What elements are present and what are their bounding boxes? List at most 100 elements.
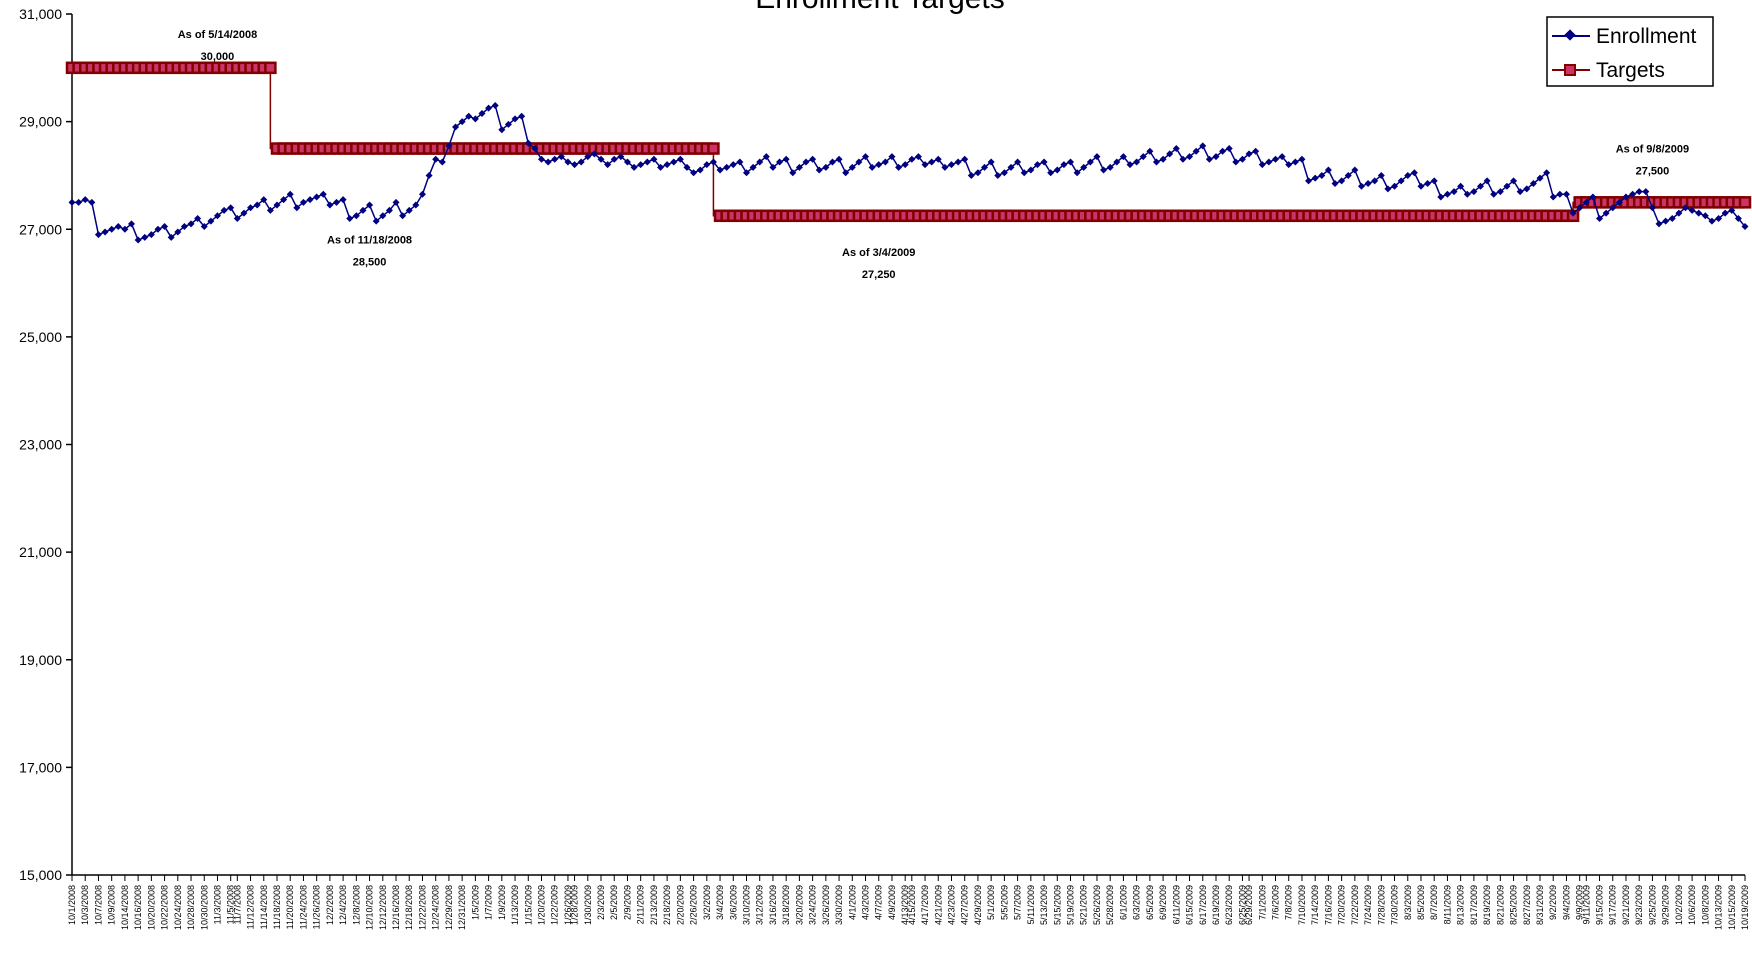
x-tick-label: 9/21/2009 (1621, 885, 1631, 925)
enrollment-point (577, 158, 585, 166)
enrollment-point (1543, 169, 1551, 177)
x-tick-label: 6/25/2009 (1237, 885, 1247, 925)
x-tick-label: 12/18/2008 (404, 885, 414, 930)
enrollment-point (967, 171, 975, 179)
x-tick-label: 7/1/2009 (1257, 885, 1267, 920)
legend-enrollment-marker (1564, 29, 1576, 41)
x-tick-label: 7/28/2009 (1376, 885, 1386, 925)
enrollment-point (1351, 166, 1359, 174)
x-tick-label: 12/4/2008 (338, 885, 348, 925)
x-tick-label: 10/7/2008 (93, 885, 103, 925)
enrollment-point (352, 212, 360, 220)
enrollment-point (947, 161, 955, 169)
enrollment-point (1602, 209, 1610, 217)
enrollment-point (1404, 171, 1412, 179)
x-tick-label: 5/5/2009 (999, 885, 1009, 920)
enrollment-point (504, 120, 512, 128)
x-tick-label: 12/8/2008 (351, 885, 361, 925)
enrollment-point (1688, 206, 1696, 214)
enrollment-point (769, 163, 777, 171)
enrollment-point (306, 196, 314, 204)
x-tick-label: 11/24/2008 (298, 885, 308, 929)
enrollment-point (749, 163, 757, 171)
enrollment-point (537, 155, 545, 163)
enrollment-point (604, 161, 612, 169)
enrollment-point (670, 158, 678, 166)
x-tick-label: 1/30/2009 (583, 885, 593, 925)
enrollment-point (716, 166, 724, 174)
enrollment-point (1305, 177, 1313, 185)
targets-series (65, 61, 1752, 223)
enrollment-point (1192, 147, 1200, 155)
enrollment-point (1377, 171, 1385, 179)
enrollment-point (1470, 188, 1478, 196)
x-tick-label: 5/19/2009 (1066, 885, 1076, 925)
enrollment-point (319, 190, 327, 198)
enrollment-point (366, 201, 374, 209)
enrollment-point (1020, 169, 1028, 177)
enrollment-point (630, 163, 638, 171)
enrollment-point (683, 163, 691, 171)
x-tick-label: 10/22/2008 (160, 885, 170, 930)
enrollment-point (1331, 180, 1339, 188)
enrollment-point (458, 118, 466, 126)
enrollment-point (518, 112, 526, 120)
x-tick-label: 4/9/2009 (887, 885, 897, 920)
x-tick-label: 5/15/2009 (1052, 885, 1062, 925)
enrollment-point (220, 206, 228, 214)
enrollment-point (1007, 163, 1015, 171)
enrollment-point (313, 193, 321, 201)
enrollment-point (1371, 177, 1379, 185)
x-tick-label: 3/20/2009 (794, 885, 804, 925)
enrollment-point (974, 169, 982, 177)
annotation-value: 28,500 (353, 257, 387, 269)
enrollment-point (650, 155, 658, 163)
enrollment-point (928, 158, 936, 166)
x-tick-label: 12/16/2008 (391, 885, 401, 930)
enrollment-point (1318, 171, 1326, 179)
x-tick-label: 1/13/2009 (510, 885, 520, 925)
x-tick-label: 2/3/2009 (596, 885, 606, 920)
enrollment-point (617, 153, 625, 161)
x-tick-label: 5/21/2009 (1079, 885, 1089, 925)
enrollment-point (114, 223, 122, 231)
x-tick-label: 4/7/2009 (874, 885, 884, 920)
enrollment-point (842, 169, 850, 177)
enrollment-point (359, 206, 367, 214)
enrollment-point (1701, 212, 1709, 220)
enrollment-point (1662, 217, 1670, 225)
x-tick-label: 8/31/2009 (1535, 885, 1545, 925)
enrollment-point (1424, 180, 1432, 188)
x-tick-label: 2/26/2009 (689, 885, 699, 925)
enrollment-point (1285, 161, 1293, 169)
enrollment-point (194, 214, 202, 222)
enrollment-point (280, 196, 288, 204)
x-tick-label: 8/25/2009 (1509, 885, 1519, 925)
target-annotations: As of 5/14/2008 30,000 As of 11/18/2008 28,… (178, 29, 1689, 281)
enrollment-point (895, 163, 903, 171)
enrollment-point (1106, 163, 1114, 171)
enrollment-point (478, 110, 486, 118)
enrollment-point (1047, 169, 1055, 177)
enrollment-point (101, 228, 109, 236)
x-tick-label: 9/15/2009 (1595, 885, 1605, 925)
annotation-date: As of 9/8/2009 (1616, 143, 1689, 155)
enrollment-point (200, 223, 208, 231)
enrollment-point (1067, 158, 1075, 166)
enrollment-point (1715, 214, 1723, 222)
x-tick-label: 7/20/2009 (1337, 885, 1347, 925)
enrollment-point (121, 225, 129, 233)
enrollment-point (742, 169, 750, 177)
enrollment-point (1529, 180, 1537, 188)
enrollment-point (1338, 177, 1346, 185)
enrollment-point (1562, 190, 1570, 198)
x-tick-label: 10/2/2009 (1674, 885, 1684, 925)
enrollment-point (1219, 147, 1227, 155)
x-tick-label: 11/26/2008 (312, 885, 322, 929)
enrollment-point (299, 198, 307, 206)
x-tick-label: 11/18/2008 (272, 885, 282, 929)
legend: Enrollment Targets (1546, 16, 1714, 87)
enrollment-point (637, 161, 645, 169)
x-tick-label: 11/12/2008 (246, 885, 256, 929)
y-tick-label: 25,000 (19, 329, 62, 345)
